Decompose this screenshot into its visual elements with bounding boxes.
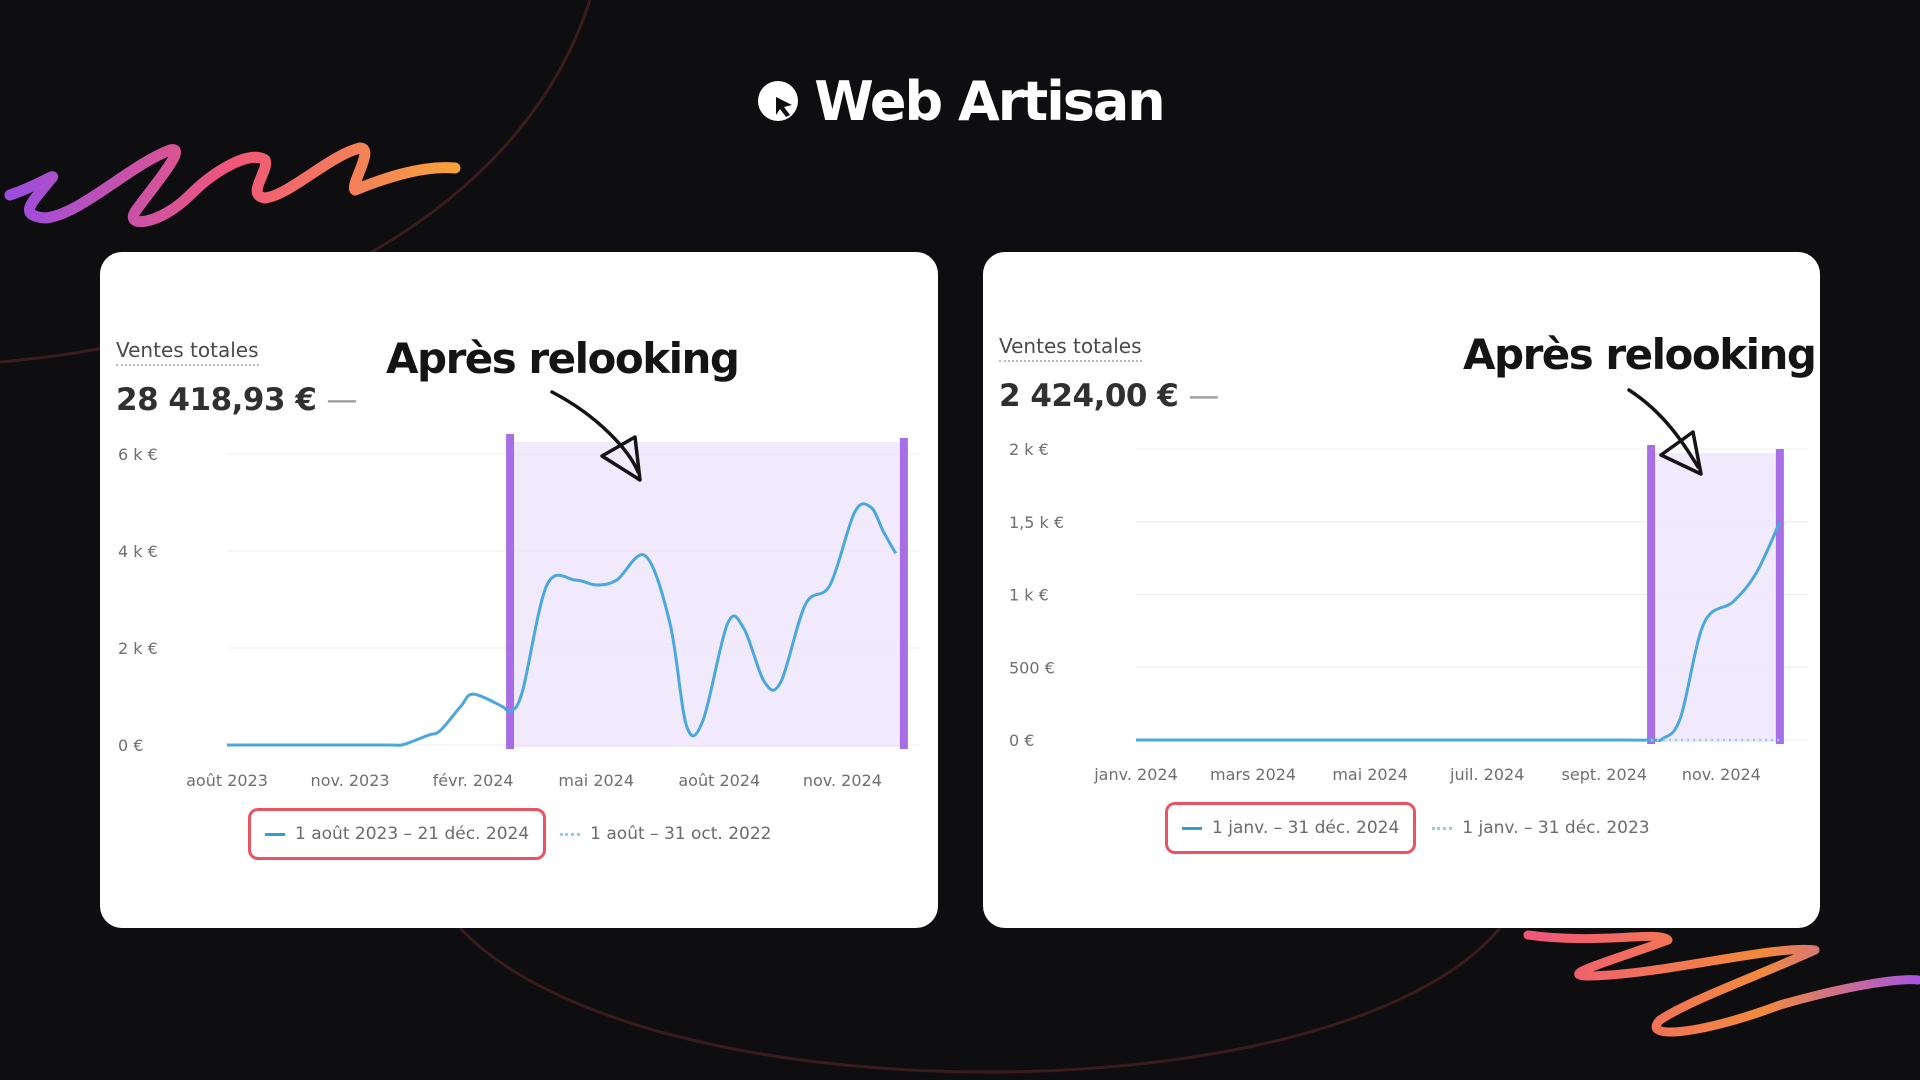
annotation-arrow-head (600, 435, 642, 482)
legend-previous-period[interactable]: 1 août – 31 oct. 2022 (560, 824, 771, 844)
annotation-arrow (1627, 388, 1700, 469)
x-tick-label: févr. 2024 (433, 771, 514, 790)
legend-solid-swatch (1182, 826, 1202, 830)
total-sales-value: 2 424,00 € — (999, 378, 1219, 414)
x-tick-label: mai 2024 (558, 771, 634, 790)
total-sales-value: 28 418,93 € — (116, 382, 357, 418)
comparison-dash: — (1188, 378, 1219, 414)
chart-legend: 1 janv. – 31 déc. 2024 1 janv. – 31 déc.… (1165, 802, 1650, 854)
comparison-dash: — (326, 382, 357, 418)
legend-dotted-swatch (560, 832, 581, 836)
brand-name: Web Artisan (814, 69, 1165, 133)
y-tick-label: 0 € (1009, 731, 1034, 750)
series-line-current (1136, 521, 1782, 743)
card-title[interactable]: Ventes totales (999, 334, 1142, 362)
y-tick-label: 0 € (118, 736, 143, 755)
y-tick-label: 4 k € (118, 542, 158, 561)
sales-card-left: Ventes totales 28 418,93 € — 0 € 2 k € 4 k … (100, 252, 938, 928)
x-tick-label: juil. 2024 (1449, 765, 1524, 784)
legend-solid-swatch (265, 832, 285, 836)
legend-previous-period[interactable]: 1 janv. – 31 déc. 2023 (1432, 818, 1650, 838)
card-title[interactable]: Ventes totales (116, 338, 259, 366)
legend-current-period[interactable]: 1 août 2023 – 21 déc. 2024 (248, 808, 547, 860)
cursor-logo-icon (758, 81, 799, 121)
x-tick-label: août 2024 (678, 771, 760, 790)
highlight-end-bar (1775, 449, 1784, 744)
brush-squiggle-top-left (4, 142, 461, 228)
total-amount: 28 418,93 € (116, 382, 317, 418)
legend-current-label: 1 janv. – 31 déc. 2024 (1212, 818, 1400, 838)
highlight-start-bar (1647, 445, 1656, 744)
legend-previous-label: 1 janv. – 31 déc. 2023 (1462, 818, 1650, 838)
annotation-arrow (550, 390, 640, 474)
y-tick-label: 6 k € (118, 445, 158, 464)
x-tick-label: mars 2024 (1210, 765, 1296, 784)
annotation-arrow-head (1659, 430, 1703, 476)
background-arc-bottom (458, 926, 1502, 1074)
highlight-start-bar (506, 434, 515, 749)
legend-current-period[interactable]: 1 janv. – 31 déc. 2024 (1165, 802, 1417, 854)
y-tick-label: 2 k € (1009, 440, 1049, 459)
x-tick-label: janv. 2024 (1093, 765, 1178, 784)
x-tick-label: nov. 2024 (803, 771, 882, 790)
x-tick-label: nov. 2023 (311, 771, 390, 790)
brush-squiggle-bottom-right (1523, 930, 1920, 1037)
sales-line-chart-right: 0 € 500 € 1 k € 1,5 k € 2 k € janv. 2024 mars … (1009, 388, 1808, 784)
brand-header: Web Artisan (0, 66, 1920, 136)
annotation-label: Après relooking (1463, 330, 1817, 379)
total-amount: 2 424,00 € (999, 378, 1179, 414)
annotation-label: Après relooking (386, 334, 740, 383)
highlight-region (1651, 453, 1780, 742)
x-tick-label: sept. 2024 (1562, 765, 1648, 784)
chart-legend: 1 août 2023 – 21 déc. 2024 1 août – 31 o… (248, 808, 771, 860)
series-line-current (226, 502, 897, 747)
legend-dotted-swatch (1432, 826, 1453, 830)
highlight-region (510, 442, 904, 747)
sales-card-right: Ventes totales 2 424,00 € — 0 € 500 € 1 k €… (983, 252, 1820, 928)
legend-current-label: 1 août 2023 – 21 déc. 2024 (295, 824, 530, 844)
x-tick-label: mai 2024 (1332, 765, 1408, 784)
y-tick-label: 1 k € (1009, 586, 1049, 605)
x-tick-label: août 2023 (186, 771, 268, 790)
highlight-end-bar (899, 438, 908, 749)
sales-line-chart-left: 0 € 2 k € 4 k € 6 k € août 2023 nov. 2023 févr… (118, 390, 920, 790)
legend-previous-label: 1 août – 31 oct. 2022 (590, 824, 772, 844)
y-tick-label: 1,5 k € (1009, 513, 1064, 532)
y-tick-label: 2 k € (118, 639, 158, 658)
x-tick-label: nov. 2024 (1682, 765, 1761, 784)
y-tick-label: 500 € (1009, 658, 1055, 677)
